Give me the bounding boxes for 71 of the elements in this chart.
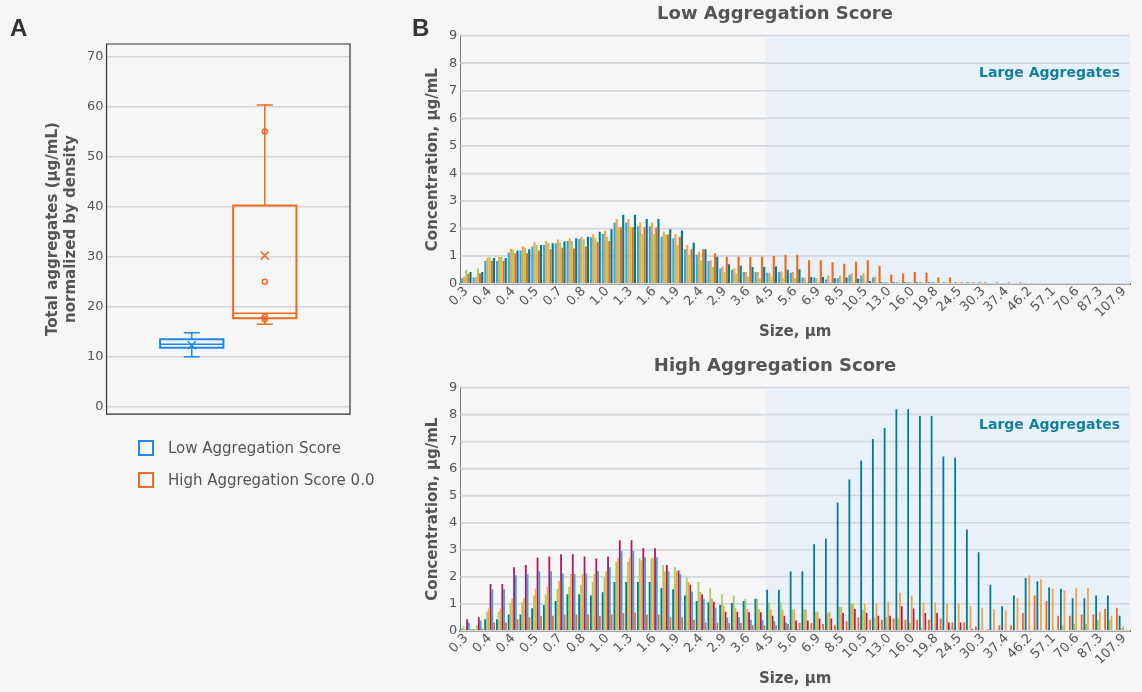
x-tick-label: 3.6 (727, 283, 753, 309)
y-axis-title: Total aggregates (µg/mL) normalized by density (42, 122, 79, 337)
y-axis-title: Concentration, µg/mL (422, 417, 441, 601)
x-tick-label: 2.9 (703, 283, 730, 309)
y-axis-title: Concentration, µg/mL (422, 67, 441, 252)
x-tick-label: 0.5 (515, 630, 542, 656)
x-tick-label: 4.5 (750, 630, 777, 656)
y-tick-label: 7 (448, 432, 458, 448)
x-tick-label: 1.6 (633, 630, 659, 656)
y-tick-label: 9 (448, 26, 458, 42)
x-tick-label: 0.4 (468, 630, 495, 656)
x-tick-label: 0.4 (492, 283, 518, 309)
y-tick-label: 1 (448, 247, 458, 263)
y-tick-label: 5 (448, 137, 458, 153)
y-tick-label: 8 (448, 54, 458, 70)
y-tick-label: 0 (95, 398, 104, 414)
x-tick-label: 1.0 (586, 630, 612, 656)
band-label: Large Aggregates (979, 416, 1120, 433)
y-tick-label: 5 (448, 487, 458, 502)
y-tick-label: 9 (448, 378, 458, 394)
x-tick-label: 3.6 (727, 630, 753, 656)
y-tick-label: 40 (87, 197, 104, 213)
y-tick-label: 6 (448, 109, 458, 125)
y-tick-label: 2 (448, 219, 458, 235)
y-tick-label: 3 (448, 192, 458, 208)
x-tick-label: 0.7 (539, 283, 565, 309)
x-tick-label: 1.6 (633, 283, 659, 309)
x-tick-label: 1.9 (656, 630, 683, 656)
x-axis-title: Size, µm (758, 668, 832, 687)
x-tick-label: 1.3 (609, 630, 636, 656)
y-tick-label: 70 (87, 47, 104, 63)
y-tick-label: 3 (448, 541, 458, 557)
y-tick-label: 0 (448, 622, 458, 638)
x-tick-label: 0.4 (492, 630, 518, 656)
x-tick-label: 0.7 (539, 630, 565, 656)
y-tick-label: 30 (87, 247, 104, 263)
band-label: Large Aggregates (979, 64, 1120, 81)
x-tick-label: 1.0 (586, 283, 612, 309)
x-tick-label: 4.5 (750, 283, 777, 309)
y-tick-label: 8 (448, 405, 458, 421)
x-tick-label: 0.8 (562, 283, 589, 309)
x-tick-label: 6.9 (797, 630, 824, 656)
legend-label: Low Aggregation Score (168, 439, 341, 457)
y-tick-label: 0 (448, 275, 458, 291)
x-tick-label: 0.8 (562, 630, 589, 656)
x-tick-label: 2.4 (680, 630, 706, 656)
x-tick-label: 2.4 (680, 283, 706, 309)
x-tick-label: 5.6 (774, 283, 800, 309)
y-tick-label: 50 (87, 147, 104, 163)
y-tick-label: 4 (448, 164, 458, 180)
chart-title: High Aggregation Score (653, 354, 897, 376)
x-tick-label: 6.9 (797, 283, 824, 309)
x-tick-label: 0.4 (468, 283, 495, 309)
y-tick-label: 7 (448, 82, 458, 98)
x-tick-label: 1.3 (609, 283, 636, 309)
text: B (412, 14, 430, 42)
y-tick-label: 6 (448, 459, 458, 475)
y-tick-label: 1 (448, 595, 458, 611)
x-tick-label: 2.9 (703, 630, 730, 656)
text: A (10, 14, 28, 42)
x-tick-label: 5.6 (774, 630, 800, 656)
y-tick-label: 10 (87, 348, 104, 364)
legend-label: High Aggregation Score 0.0 (168, 471, 375, 489)
chart-title: Low Aggregation Score (657, 2, 893, 24)
y-tick-label: 2 (448, 568, 458, 584)
x-axis-title: Size, µm (758, 321, 832, 340)
x-tick-label: 1.9 (656, 283, 683, 309)
y-tick-label: 20 (87, 298, 104, 314)
y-tick-label: 60 (87, 97, 104, 113)
x-tick-label: 0.5 (515, 283, 542, 309)
y-tick-label: 4 (448, 514, 458, 529)
